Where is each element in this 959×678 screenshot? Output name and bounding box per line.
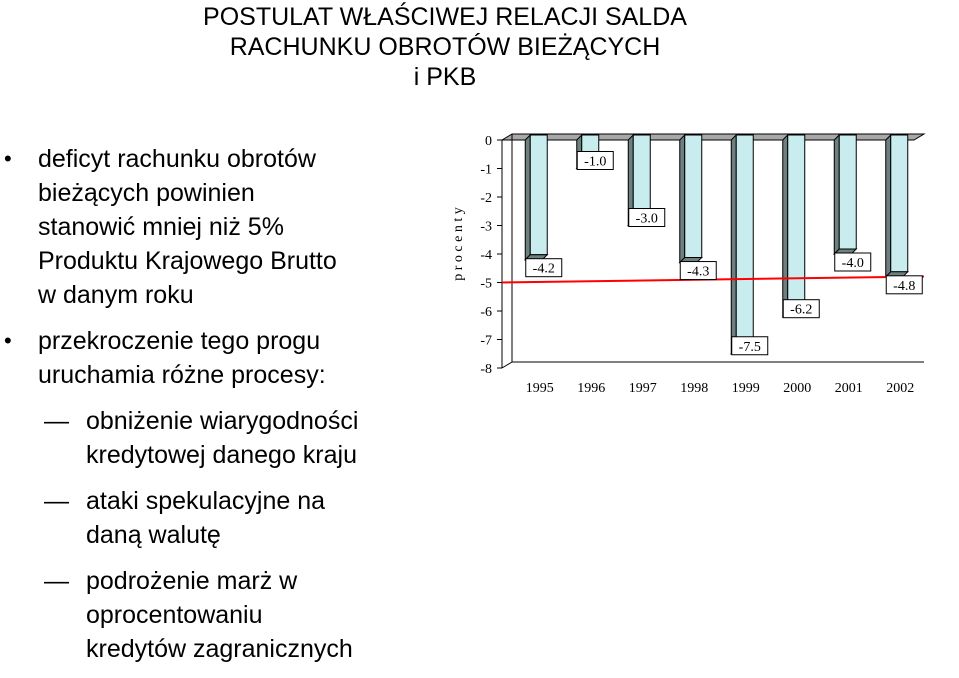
bullet-text: bieżących powinien: [38, 179, 255, 207]
chart-floor-edge: [501, 361, 513, 369]
y-axis-label: p r o c e n t y: [451, 207, 466, 280]
bullet-text: uruchamia różne procesy:: [38, 361, 326, 389]
bar-side: [679, 133, 686, 264]
bar: [684, 134, 703, 259]
y-tick-label: -2: [480, 191, 492, 206]
title-line-2: RACHUNKU OBROTÓW BIEŻĄCYCH: [229, 33, 661, 61]
sub-bullet-text: kredytów zagranicznych: [86, 635, 353, 663]
x-tick-label: 2000: [783, 381, 811, 396]
x-tick-label: 1995: [526, 381, 554, 396]
bar: [787, 134, 806, 313]
sub-bullet-text: ataki spekulacyjne na: [86, 487, 326, 515]
data-label: -4.3: [687, 265, 709, 280]
bullet-text: deficyt rachunku obrotów: [38, 145, 316, 173]
data-label-box: [731, 336, 769, 356]
dash-icon: —: [44, 567, 69, 595]
bar-side: [833, 133, 840, 256]
data-label: -1.0: [584, 155, 606, 170]
bar: [838, 134, 857, 250]
data-label: -7.5: [739, 340, 761, 355]
x-tick-label: 1996: [577, 381, 605, 396]
data-label-box: [628, 208, 666, 227]
y-tick-label: -3: [480, 220, 492, 235]
y-tick-label: 0: [485, 134, 492, 149]
bullet-item: • deficyt rachunku obrotów bieżących pow…: [0, 142, 470, 312]
bullet-list: • deficyt rachunku obrotów bieżących pow…: [0, 142, 470, 678]
data-label: -4.0: [842, 256, 864, 271]
bullet-icon: •: [4, 146, 12, 171]
data-label-box: [885, 275, 923, 295]
sub-bullet-item: — obniżenie wiarygodności kredytowej dan…: [0, 404, 470, 472]
data-label-box: [834, 252, 872, 272]
y-tick-label: -4: [480, 248, 492, 263]
bar-side: [782, 133, 789, 318]
sub-bullet-text: podrożenie marż w: [86, 567, 298, 595]
data-label-box: [782, 299, 820, 319]
data-label-box: [679, 261, 717, 281]
data-label: -6.2: [790, 303, 812, 318]
sub-bullet-text: kredytowej danego kraju: [86, 441, 357, 469]
bar-side: [524, 133, 531, 261]
bullet-text: stanowić mniej niż 5%: [38, 213, 284, 241]
page-title: POSTULAT WŁAŚCIWEJ RELACJI SALDA RACHUNK…: [120, 2, 770, 92]
y-tick-label: -1: [480, 163, 492, 178]
bar: [632, 134, 651, 221]
bullet-text: Produktu Krajowego Brutto: [38, 247, 337, 275]
bar-side: [885, 133, 892, 279]
x-tick-label: 2001: [835, 381, 863, 396]
x-tick-label: 1999: [732, 381, 760, 396]
title-line-3: i PKB: [413, 63, 477, 91]
sub-bullet-item: — ataki spekulacyjne na daną walutę: [0, 484, 470, 552]
sub-bullet-text: oprocentowaniu: [86, 601, 263, 629]
bar: [529, 134, 548, 256]
x-tick-label: 2002: [886, 381, 914, 396]
dash-icon: —: [44, 487, 69, 515]
data-label: -3.0: [636, 212, 658, 227]
y-tick-label: -8: [480, 362, 492, 377]
bullet-icon: •: [4, 328, 12, 353]
sub-bullet-text: daną walutę: [86, 521, 221, 549]
bar: [735, 134, 754, 350]
x-tick-label: 1997: [629, 381, 657, 396]
y-tick-label: -5: [480, 277, 492, 292]
sub-bullet-item: — podrożenie marż w oprocentowaniu kredy…: [0, 564, 470, 666]
x-tick-label: 1998: [680, 381, 708, 396]
data-label: -4.2: [533, 262, 555, 277]
bullet-text: przekroczenie tego progu: [38, 327, 321, 355]
dash-icon: —: [44, 407, 69, 435]
data-label: -4.8: [893, 279, 915, 294]
data-label-box: [576, 151, 614, 170]
title-line-1: POSTULAT WŁAŚCIWEJ RELACJI SALDA: [203, 3, 687, 31]
y-tick-label: -6: [480, 305, 492, 320]
bullet-text: w danym roku: [38, 281, 194, 309]
data-label-box: [525, 258, 563, 278]
current-account-chart: 0 -1 -2 -3 -4 -5 -6 -7 -8 p r o c e n t y -4.2 -1.0…: [451, 133, 926, 396]
bullet-item: • przekroczenie tego progu uruchamia róż…: [0, 324, 470, 392]
bar: [890, 134, 909, 273]
sub-bullet-text: obniżenie wiarygodności: [86, 407, 359, 435]
bar-side: [730, 133, 737, 355]
y-tick-label: -7: [480, 334, 492, 349]
chart-top-plane: [500, 133, 926, 141]
